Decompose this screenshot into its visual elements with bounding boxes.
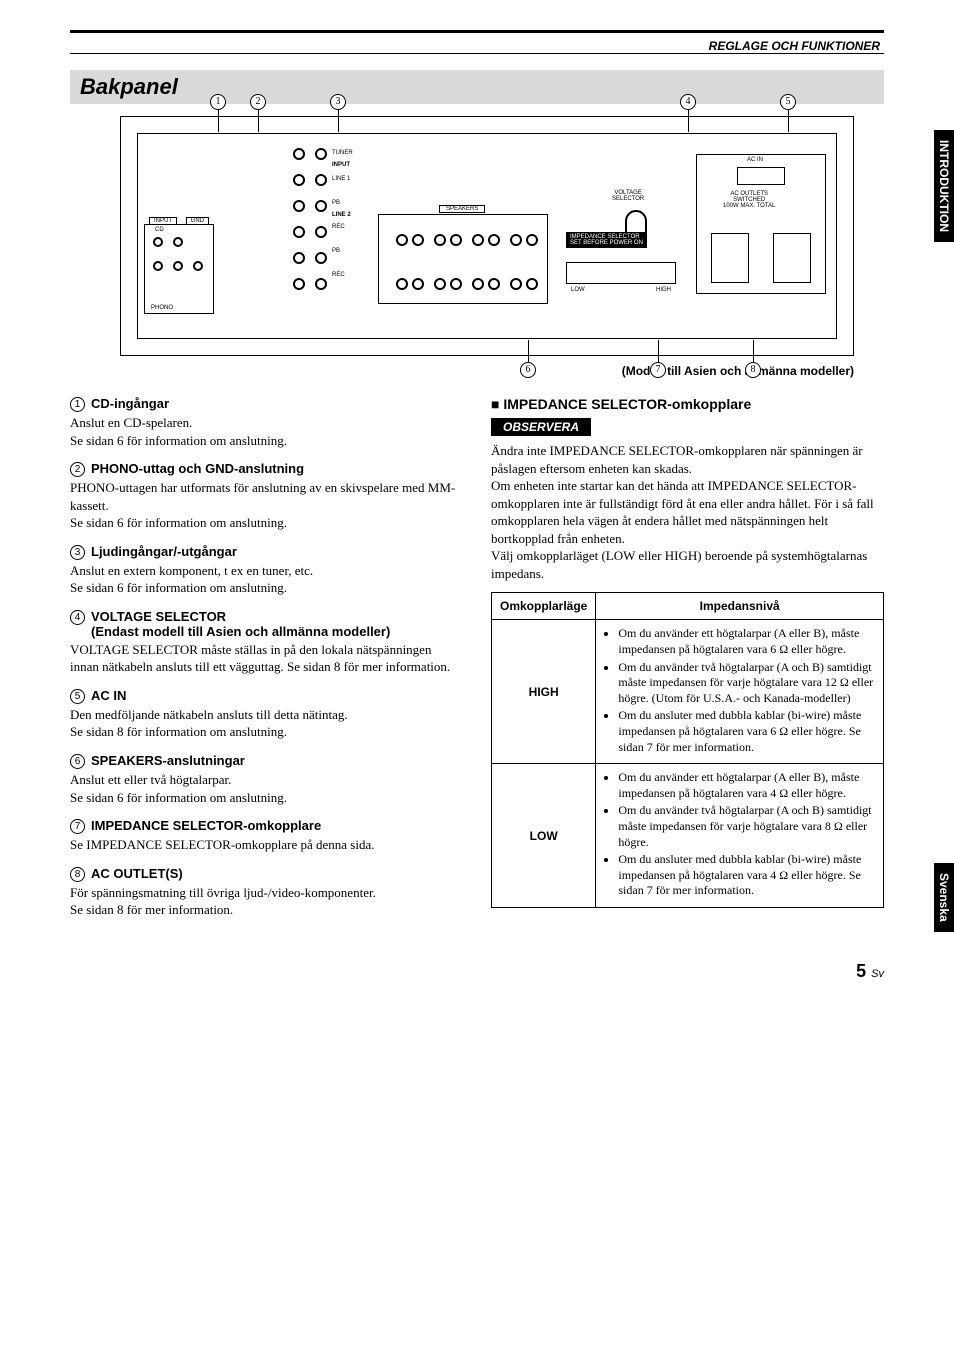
item-body: Anslut en extern komponent, t ex en tune… <box>70 562 463 597</box>
speaker-terminal <box>510 278 522 290</box>
item-title: SPEAKERS-anslutningar <box>91 753 245 768</box>
item-body: Se IMPEDANCE SELECTOR-omkopplare på denn… <box>70 836 463 854</box>
speaker-jacks <box>138 134 836 338</box>
speaker-terminal <box>526 234 538 246</box>
item-head: 2 PHONO-uttag och GND-anslutning <box>70 461 463 477</box>
page-num-value: 5 <box>856 961 866 981</box>
item-body: Den medföljande nätkabeln ansluts till d… <box>70 706 463 741</box>
bullet: Om du använder två högtalarpar (A och B)… <box>618 660 875 707</box>
item-1: 1 CD-ingångar Anslut en CD-spelaren. Se si… <box>70 396 463 449</box>
item-number: 6 <box>70 754 85 769</box>
caution-body: Ändra inte IMPEDANCE SELECTOR-omkopplare… <box>491 442 884 582</box>
row-label: HIGH <box>492 620 596 764</box>
item-body: För spänningsmatning till övriga ljud-/v… <box>70 884 463 919</box>
page-number: 5 Sv <box>70 961 884 982</box>
item-body: Anslut en CD-spelaren. Se sidan 6 för in… <box>70 414 463 449</box>
item-title: CD-ingångar <box>91 396 169 411</box>
item-title: AC OUTLET(S) <box>91 866 183 881</box>
item-number: 4 <box>70 610 85 625</box>
item-4: 4 VOLTAGE SELECTOR (Endast modell till As… <box>70 609 463 676</box>
speaker-terminal <box>488 278 500 290</box>
speaker-terminal <box>472 234 484 246</box>
item-5: 5 AC IN Den medföljande nätkabeln ansluts … <box>70 688 463 741</box>
item-title: IMPEDANCE SELECTOR-omkopplare <box>91 818 321 833</box>
item-number: 2 <box>70 462 85 477</box>
item-head: 1 CD-ingångar <box>70 396 463 412</box>
page: REGLAGE OCH FUNKTIONER Bakpanel INPUT GN… <box>0 0 954 1012</box>
row-content: Om du använder ett högtalarpar (A eller … <box>596 620 884 764</box>
item-body: Anslut ett eller två högtalarpar. Se sid… <box>70 771 463 806</box>
item-head: 6 SPEAKERS-anslutningar <box>70 753 463 769</box>
speaker-terminal <box>526 278 538 290</box>
speaker-terminal <box>450 278 462 290</box>
item-title: VOLTAGE SELECTOR (Endast modell till Asi… <box>91 609 390 639</box>
header-section-label: REGLAGE OCH FUNKTIONER <box>70 37 884 54</box>
row-label: LOW <box>492 764 596 908</box>
speaker-terminal <box>510 234 522 246</box>
item-head: 4 VOLTAGE SELECTOR (Endast modell till As… <box>70 609 463 639</box>
speaker-terminal <box>396 278 408 290</box>
panel-outline: INPUT GND CD PHONO TUNER INPUT LINE 1 PB <box>137 133 837 339</box>
item-title: PHONO-uttag och GND-anslutning <box>91 461 304 476</box>
speaker-terminal <box>434 234 446 246</box>
item-head: 8 AC OUTLET(S) <box>70 866 463 882</box>
th-mode: Omkopplarläge <box>492 593 596 620</box>
left-column: 1 CD-ingångar Anslut en CD-spelaren. Se si… <box>70 396 463 931</box>
item-body: VOLTAGE SELECTOR måste ställas in på den… <box>70 641 463 676</box>
item-6: 6 SPEAKERS-anslutningar Anslut ett eller t… <box>70 753 463 806</box>
item-number: 5 <box>70 689 85 704</box>
table-row: LOW Om du använder ett högtalarpar (A ell… <box>492 764 884 908</box>
speaker-terminal <box>488 234 500 246</box>
speaker-terminal <box>412 234 424 246</box>
caution-label: OBSERVERA <box>491 418 591 436</box>
diagram-caption: (Modell till Asien och allmänna modeller… <box>70 364 854 378</box>
bullet: Om du ansluter med dubbla kablar (bi-wir… <box>618 708 875 755</box>
page-num-suffix: Sv <box>871 968 884 980</box>
impedance-heading: IMPEDANCE SELECTOR-omkopplare <box>491 396 884 412</box>
item-number: 3 <box>70 545 85 560</box>
right-column: IMPEDANCE SELECTOR-omkopplare OBSERVERA … <box>491 396 884 931</box>
speaker-terminal <box>396 234 408 246</box>
content-columns: 1 CD-ingångar Anslut en CD-spelaren. Se si… <box>70 396 884 931</box>
item-number: 1 <box>70 397 85 412</box>
item-head: 3 Ljudingångar/-utgångar <box>70 544 463 560</box>
item-7: 7 IMPEDANCE SELECTOR-omkopplare Se IMPEDAN… <box>70 818 463 854</box>
speaker-terminal <box>472 278 484 290</box>
item-head: 5 AC IN <box>70 688 463 704</box>
item-head: 7 IMPEDANCE SELECTOR-omkopplare <box>70 818 463 834</box>
bullet: Om du använder två högtalarpar (A och B)… <box>618 803 875 850</box>
table-row: HIGH Om du använder ett högtalarpar (A el… <box>492 620 884 764</box>
item-title: AC IN <box>91 688 126 703</box>
item-3: 3 Ljudingångar/-utgångar Anslut en extern … <box>70 544 463 597</box>
item-number: 8 <box>70 867 85 882</box>
bullet: Om du ansluter med dubbla kablar (bi-wir… <box>618 852 875 899</box>
item-number: 7 <box>70 819 85 834</box>
section-title: Bakpanel <box>70 70 884 104</box>
speaker-terminal <box>412 278 424 290</box>
item-body: PHONO-uttagen har utformats för anslutni… <box>70 479 463 532</box>
bullet: Om du använder ett högtalarpar (A eller … <box>618 770 875 801</box>
rear-panel-diagram: INPUT GND CD PHONO TUNER INPUT LINE 1 PB <box>120 116 854 356</box>
item-title: Ljudingångar/-utgångar <box>91 544 237 559</box>
bullet: Om du använder ett högtalarpar (A eller … <box>618 626 875 657</box>
speaker-terminal <box>450 234 462 246</box>
speaker-terminal <box>434 278 446 290</box>
row-content: Om du använder ett högtalarpar (A eller … <box>596 764 884 908</box>
top-rule <box>70 30 884 35</box>
item-2: 2 PHONO-uttag och GND-anslutning PHONO-utt… <box>70 461 463 532</box>
item-8: 8 AC OUTLET(S) För spänningsmatning till ö… <box>70 866 463 919</box>
th-level: Impedansnivå <box>596 593 884 620</box>
impedance-table: Omkopplarläge Impedansnivå HIGH Om du anv… <box>491 592 884 908</box>
